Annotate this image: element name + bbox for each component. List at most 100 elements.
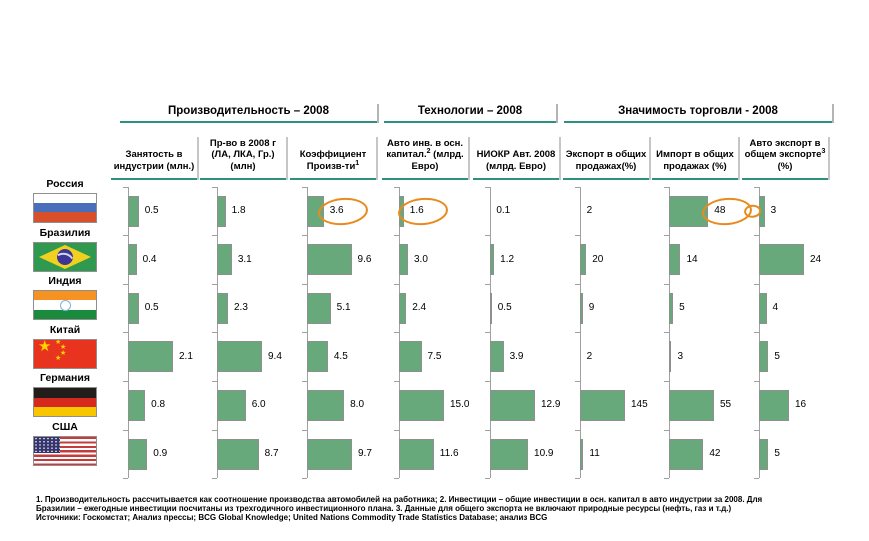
axis-tick <box>664 478 669 480</box>
axis-tick <box>212 283 217 285</box>
bar-value-label: 0.5 <box>144 302 159 314</box>
column-header-text: Импорт в общих продажах (%) <box>653 149 737 172</box>
column-header-text-part: Импорт в общих продажах (%) <box>656 149 734 172</box>
axis-tick <box>123 186 128 188</box>
axis-tick <box>302 478 307 480</box>
bar-value-label: 0.5 <box>144 205 159 216</box>
axis-tick <box>664 283 669 285</box>
axis-tick <box>664 186 669 188</box>
bar-value-label: 24 <box>810 253 822 265</box>
axis <box>759 186 760 479</box>
bar <box>669 195 709 227</box>
axis-tick <box>123 380 128 382</box>
axis-tick <box>302 332 307 334</box>
bar <box>217 195 226 227</box>
bar-value-label: 11 <box>589 448 600 459</box>
usa-flag-icon <box>33 436 97 466</box>
bar <box>128 438 148 470</box>
axis-tick <box>123 283 128 285</box>
bar <box>399 195 404 227</box>
column-header-text: Авто экспорт в общем экспорте3 (%) <box>743 138 827 173</box>
bar-value-label: 1.2 <box>500 253 515 265</box>
axis-tick <box>302 380 307 382</box>
axis <box>669 186 670 479</box>
highlight-ellipse <box>396 195 449 228</box>
axis-tick <box>664 332 669 334</box>
column-header-text-part: Пр-во в 2008 г (ЛА, ЛКА, Гр.) (млн) <box>209 137 277 172</box>
axis-tick <box>485 478 490 480</box>
bar-value-label: 16 <box>795 399 807 411</box>
bar-value-label: 15.0 <box>450 399 470 411</box>
country-label: США <box>52 421 78 433</box>
bar-value-label: 48 <box>714 205 726 216</box>
bar <box>307 244 352 276</box>
brazil-flag-icon <box>33 241 97 272</box>
column-header: НИОКР Авт. 2008 (млрд. Евро) <box>473 129 561 180</box>
bar-value-label: 7.5 <box>427 350 442 362</box>
bar-value-label: 1.8 <box>231 205 246 216</box>
bar <box>759 244 804 276</box>
country-label: Бразилия <box>39 226 91 239</box>
bar-value-label: 9 <box>588 302 595 314</box>
bar <box>490 244 495 276</box>
bar <box>580 438 584 470</box>
bar-value-label: 2.1 <box>179 350 193 362</box>
section-header-technology: Технологии – 2008 <box>384 99 558 123</box>
bar <box>759 341 769 373</box>
bar <box>399 438 434 470</box>
axis-tick <box>575 235 580 237</box>
axis-tick <box>754 429 759 431</box>
axis-tick <box>664 429 669 431</box>
axis-tick <box>212 235 217 237</box>
bar-value-label: 0.5 <box>497 302 512 314</box>
axis-tick <box>302 235 307 237</box>
column-header-text-part: 2 <box>426 147 431 155</box>
bar <box>217 438 259 470</box>
bar <box>759 292 767 324</box>
axis-tick <box>754 478 759 480</box>
axis-tick <box>394 186 399 188</box>
bar <box>490 438 529 470</box>
column-header-text-part: Коэффициент Произв-ти <box>299 149 367 172</box>
bar-value-label: 6.0 <box>251 399 266 411</box>
axis-tick <box>212 429 217 431</box>
axis-tick <box>575 380 580 382</box>
axis-tick <box>485 186 490 188</box>
bar-value-label: 4 <box>772 302 779 314</box>
bar-value-label: 0.8 <box>151 399 166 411</box>
bar <box>669 292 674 324</box>
bar <box>128 244 137 276</box>
bar-value-label: 145 <box>631 399 648 411</box>
bar-value-label: 0.4 <box>142 253 157 265</box>
bar <box>669 244 681 276</box>
bar-value-label: 3 <box>677 350 684 362</box>
axis-tick <box>394 332 399 334</box>
bar-value-label: 42 <box>709 448 721 459</box>
column-header-text-part: (млрд. Евро) <box>411 149 464 172</box>
axis-tick <box>575 332 580 334</box>
column-header-text: Экспорт в общих продажах(%) <box>564 149 648 172</box>
bar-value-label: 2.4 <box>412 302 427 314</box>
bar-value-label: 3 <box>770 205 777 216</box>
bar-value-label: 3.0 <box>414 253 428 265</box>
axis-tick <box>212 186 217 188</box>
axis-tick <box>123 429 128 431</box>
axis-tick <box>123 478 128 480</box>
column-header-text-part: Занятость в индустрии (млн.) <box>113 149 195 172</box>
bar <box>490 389 535 421</box>
axis-tick <box>212 380 217 382</box>
column-header-text-part: Авто экспорт в общем экспорте <box>744 137 822 161</box>
column-header-text: Коэффициент Произв-ти1 <box>291 149 375 172</box>
bar <box>217 341 262 373</box>
bar <box>759 438 769 470</box>
bar <box>580 292 583 324</box>
axis-tick <box>575 478 580 480</box>
axis <box>399 186 400 479</box>
axis-tick <box>664 380 669 382</box>
bar-value-label: 2 <box>586 205 593 216</box>
bar <box>128 195 139 227</box>
bar <box>307 341 328 373</box>
germany-flag-icon <box>33 387 97 418</box>
axis-tick <box>754 283 759 285</box>
